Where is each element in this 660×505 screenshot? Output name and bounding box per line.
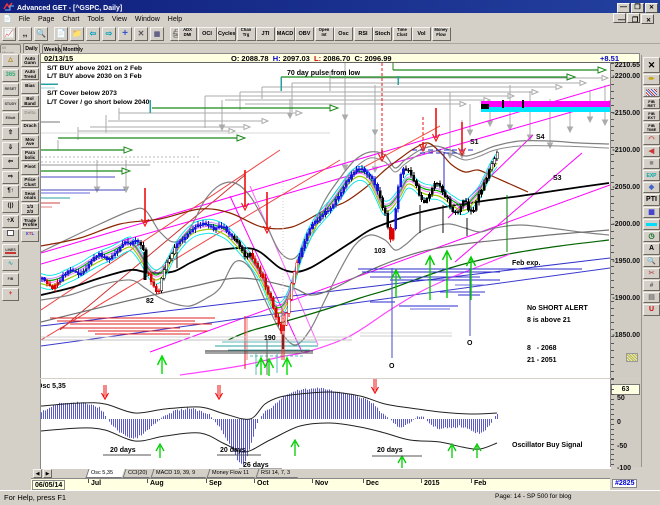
svg-text:20 days: 20 days (220, 447, 246, 454)
svg-text:190: 190 (264, 335, 276, 342)
svg-text:S1: S1 (470, 139, 479, 146)
svg-text:S4: S4 (536, 134, 545, 141)
svg-text:70 day pulse from low: 70 day pulse from low (287, 70, 361, 77)
svg-text:82: 82 (146, 298, 154, 305)
svg-text:L/T BUY above 2030 on 3 Feb: L/T BUY above 2030 on 3 Feb (47, 73, 142, 80)
svg-text:21 - 2051: 21 - 2051 (527, 357, 557, 364)
svg-text:Oscillator Buy Signal: Oscillator Buy Signal (512, 442, 582, 449)
svg-text:S3: S3 (553, 175, 562, 182)
svg-text:26 days: 26 days (243, 462, 269, 469)
svg-text:8 - 2068: 8 - 2068 (527, 345, 557, 352)
svg-text:8 is above 21: 8 is above 21 (527, 317, 571, 324)
svg-text:S/T Cover below 2073: S/T Cover below 2073 (47, 90, 117, 97)
svg-text:L/T Cover / go short below 204: L/T Cover / go short below 2040 (47, 99, 150, 106)
svg-text:Feb exp.: Feb exp. (512, 260, 540, 267)
svg-text:O: O (467, 340, 473, 347)
svg-text:S/T BUY above 2021 on 2 Feb: S/T BUY above 2021 on 2 Feb (47, 65, 142, 72)
svg-text:Osc 5,35: Osc 5,35 (41, 383, 66, 390)
svg-text:20 days: 20 days (377, 447, 403, 454)
svg-text:No SHORT ALERT: No SHORT ALERT (527, 305, 589, 312)
svg-text:20 days: 20 days (110, 447, 136, 454)
svg-text:O: O (389, 363, 395, 370)
svg-text:103: 103 (374, 248, 386, 255)
